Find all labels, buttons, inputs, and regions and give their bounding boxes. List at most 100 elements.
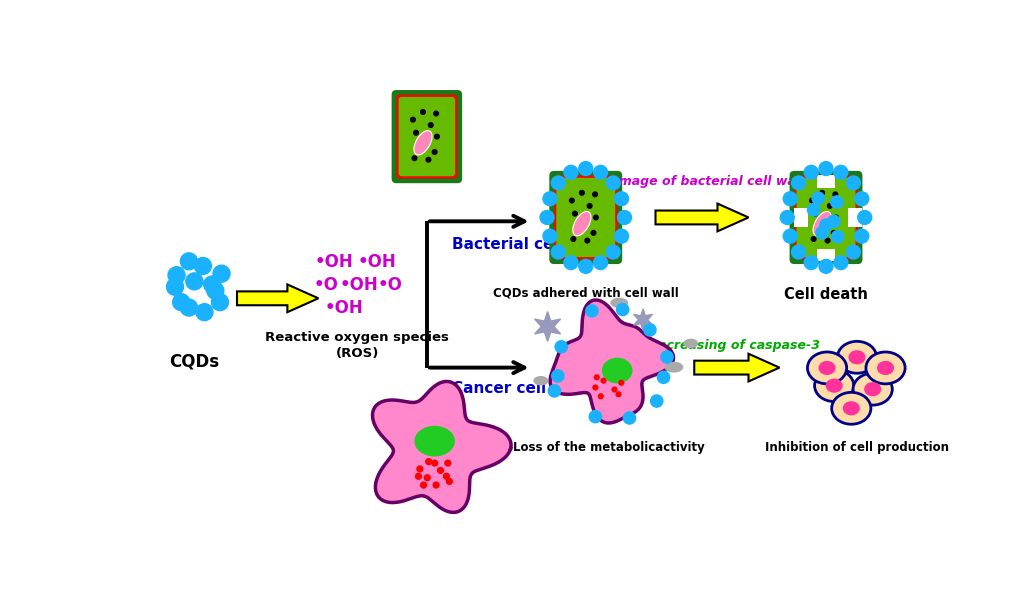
Circle shape bbox=[435, 134, 439, 139]
Circle shape bbox=[181, 299, 197, 316]
Circle shape bbox=[194, 257, 212, 275]
Text: Inhibition of cell production: Inhibition of cell production bbox=[765, 441, 949, 454]
FancyBboxPatch shape bbox=[392, 90, 463, 183]
Ellipse shape bbox=[684, 339, 698, 348]
Circle shape bbox=[846, 245, 860, 259]
Circle shape bbox=[181, 253, 197, 270]
Circle shape bbox=[615, 229, 628, 243]
Circle shape bbox=[616, 392, 621, 397]
Circle shape bbox=[828, 203, 833, 208]
Circle shape bbox=[594, 375, 599, 380]
Circle shape bbox=[586, 305, 598, 317]
Circle shape bbox=[543, 192, 557, 206]
Ellipse shape bbox=[866, 352, 905, 384]
Ellipse shape bbox=[611, 298, 628, 308]
Circle shape bbox=[651, 395, 663, 407]
Circle shape bbox=[661, 351, 673, 363]
Circle shape bbox=[607, 245, 620, 259]
Ellipse shape bbox=[838, 342, 877, 373]
Ellipse shape bbox=[814, 369, 854, 401]
Polygon shape bbox=[633, 309, 653, 330]
Circle shape bbox=[780, 211, 795, 224]
Text: CQDs: CQDs bbox=[170, 352, 219, 370]
Polygon shape bbox=[694, 354, 779, 381]
Ellipse shape bbox=[825, 378, 843, 393]
Circle shape bbox=[846, 176, 860, 190]
Ellipse shape bbox=[865, 382, 881, 396]
Circle shape bbox=[601, 378, 605, 383]
Circle shape bbox=[855, 229, 869, 243]
Circle shape bbox=[410, 117, 415, 122]
FancyBboxPatch shape bbox=[399, 97, 455, 176]
Circle shape bbox=[540, 211, 554, 224]
Circle shape bbox=[579, 162, 593, 176]
Ellipse shape bbox=[813, 212, 832, 236]
Circle shape bbox=[204, 276, 221, 293]
Bar bbox=[795, 208, 808, 227]
Circle shape bbox=[445, 460, 451, 466]
Circle shape bbox=[783, 192, 797, 206]
Text: Reactive oxygen species: Reactive oxygen species bbox=[265, 331, 449, 345]
Circle shape bbox=[551, 245, 565, 259]
Polygon shape bbox=[656, 203, 748, 231]
Circle shape bbox=[564, 165, 578, 179]
Ellipse shape bbox=[414, 426, 454, 457]
Ellipse shape bbox=[848, 350, 866, 364]
Ellipse shape bbox=[832, 393, 871, 424]
Circle shape bbox=[612, 387, 617, 392]
Circle shape bbox=[420, 110, 426, 114]
Circle shape bbox=[432, 460, 438, 466]
Text: •OH: •OH bbox=[340, 276, 379, 294]
Polygon shape bbox=[550, 300, 673, 423]
Text: •OH: •OH bbox=[325, 299, 363, 317]
Circle shape bbox=[212, 294, 228, 311]
Text: CQDs adhered with cell wall: CQDs adhered with cell wall bbox=[492, 287, 678, 299]
Ellipse shape bbox=[807, 352, 847, 384]
Circle shape bbox=[420, 482, 427, 488]
Circle shape bbox=[792, 245, 806, 259]
Circle shape bbox=[426, 459, 432, 464]
Circle shape bbox=[857, 211, 872, 224]
Circle shape bbox=[543, 229, 557, 243]
Circle shape bbox=[828, 215, 840, 228]
Circle shape bbox=[443, 473, 449, 479]
Circle shape bbox=[173, 294, 190, 311]
Polygon shape bbox=[372, 381, 511, 512]
Circle shape bbox=[855, 192, 869, 206]
Circle shape bbox=[412, 156, 416, 161]
Circle shape bbox=[413, 130, 418, 135]
Circle shape bbox=[433, 482, 439, 488]
Circle shape bbox=[834, 165, 848, 179]
Circle shape bbox=[207, 282, 224, 299]
Circle shape bbox=[598, 394, 603, 398]
Circle shape bbox=[570, 198, 574, 203]
Circle shape bbox=[555, 341, 567, 353]
FancyBboxPatch shape bbox=[549, 171, 622, 264]
Circle shape bbox=[831, 196, 843, 208]
Circle shape bbox=[167, 278, 184, 295]
Circle shape bbox=[433, 149, 437, 154]
Circle shape bbox=[834, 256, 848, 270]
Circle shape bbox=[593, 256, 608, 270]
Circle shape bbox=[813, 211, 817, 216]
Circle shape bbox=[591, 231, 596, 235]
Circle shape bbox=[593, 385, 597, 390]
Ellipse shape bbox=[601, 358, 632, 384]
Ellipse shape bbox=[818, 361, 836, 375]
Circle shape bbox=[644, 324, 656, 336]
Circle shape bbox=[168, 267, 185, 283]
Circle shape bbox=[615, 192, 628, 206]
Circle shape bbox=[579, 259, 593, 273]
FancyBboxPatch shape bbox=[396, 95, 457, 178]
Text: Increasing of caspase-3: Increasing of caspase-3 bbox=[654, 339, 820, 352]
Text: •OH: •OH bbox=[315, 253, 354, 271]
Circle shape bbox=[607, 176, 620, 190]
Ellipse shape bbox=[664, 362, 684, 372]
Circle shape bbox=[825, 238, 830, 243]
Text: Loss of the metabolicactivity: Loss of the metabolicactivity bbox=[513, 441, 705, 454]
Circle shape bbox=[819, 190, 824, 195]
Circle shape bbox=[429, 123, 433, 127]
FancyBboxPatch shape bbox=[797, 178, 855, 257]
Circle shape bbox=[186, 273, 203, 290]
Text: (ROS): (ROS) bbox=[335, 347, 378, 360]
